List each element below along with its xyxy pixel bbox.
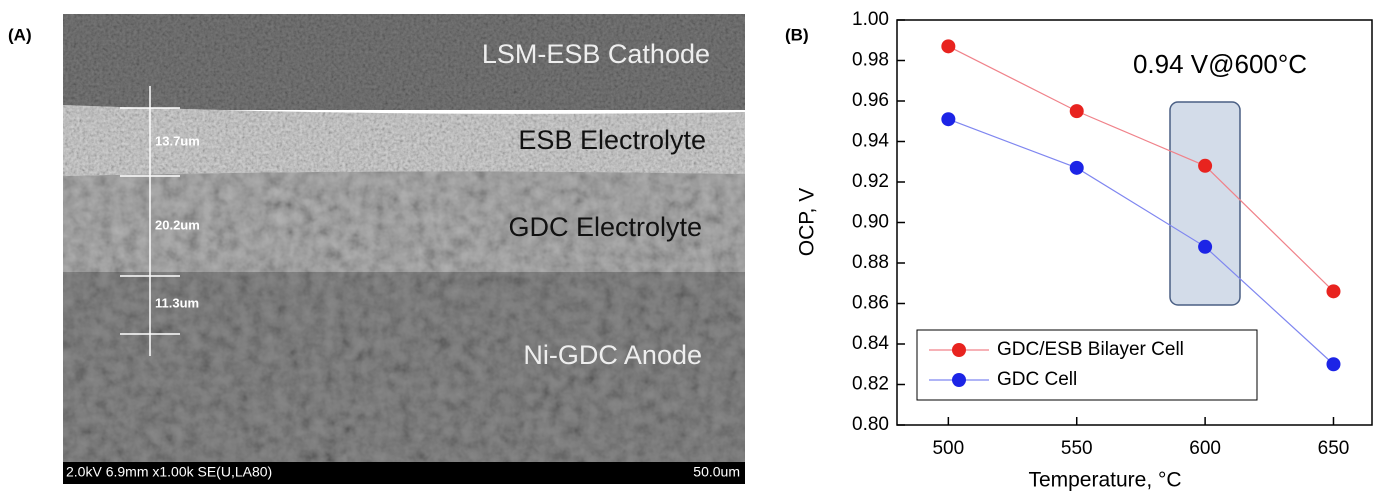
layer-label: LSM-ESB Cathode (482, 39, 710, 69)
data-point (1198, 239, 1213, 254)
layer-label: GDC Electrolyte (508, 212, 702, 242)
measure-lines (120, 86, 180, 356)
y-tick-label: 0.92 (852, 171, 889, 192)
x-tick-label: 600 (1189, 438, 1221, 459)
cathode-layer (63, 14, 745, 110)
scale-label: 50.0um (693, 464, 740, 480)
x-axis-label: Temperature, °C (1028, 469, 1181, 492)
panel-label: (A) (8, 25, 32, 44)
y-tick-label: 0.98 (852, 50, 889, 71)
layer-label: ESB Electrolyte (518, 125, 706, 155)
y-axis-label: OCP, V (796, 188, 819, 256)
series-line (948, 45, 1334, 292)
y-tick-label: 0.90 (852, 212, 889, 233)
data-point (1326, 284, 1341, 299)
gdc-layer (63, 171, 745, 272)
x-tick-label: 500 (932, 438, 964, 459)
esb-layer (63, 105, 745, 176)
data-point (1069, 104, 1084, 119)
data-point (1326, 357, 1341, 372)
sem-image (63, 14, 745, 484)
legend-marker (952, 373, 966, 387)
legend-box (916, 329, 1258, 401)
panel-label: (B) (785, 25, 809, 44)
layer-label: Ni-GDC Anode (523, 340, 702, 370)
legend-label: GDC/ESB Bilayer Cell (997, 339, 1184, 360)
info-bar (63, 462, 745, 484)
thickness-label: 13.7um (155, 133, 200, 148)
y-tick-label: 1.00 (852, 9, 889, 30)
y-tick-label: 0.82 (852, 374, 889, 395)
y-tick-label: 0.94 (852, 131, 889, 152)
annotation: 0.94 V@600°C (1133, 49, 1307, 79)
x-tick-label: 650 (1318, 438, 1350, 459)
legend-label: GDC Cell (997, 369, 1077, 390)
y-tick-label: 0.86 (852, 293, 889, 314)
series-line (948, 118, 1334, 365)
highlight-box (1169, 101, 1241, 306)
thickness-label: 11.3um (155, 295, 199, 310)
legend-marker (952, 343, 966, 357)
sem-info: 2.0kV 6.9mm x1.00k SE(U,LA80) (66, 464, 272, 480)
x-tick-label: 550 (1061, 438, 1093, 459)
y-tick-label: 0.80 (852, 414, 889, 435)
anode-layer (63, 272, 745, 462)
y-tick-label: 0.84 (852, 333, 889, 354)
thickness-label: 20.2um (155, 217, 200, 232)
y-tick-label: 0.96 (852, 90, 889, 111)
data-point (1198, 158, 1213, 173)
data-point (941, 112, 956, 127)
data-point (1069, 160, 1084, 175)
y-tick-label: 0.88 (852, 252, 889, 273)
data-point (941, 39, 956, 54)
